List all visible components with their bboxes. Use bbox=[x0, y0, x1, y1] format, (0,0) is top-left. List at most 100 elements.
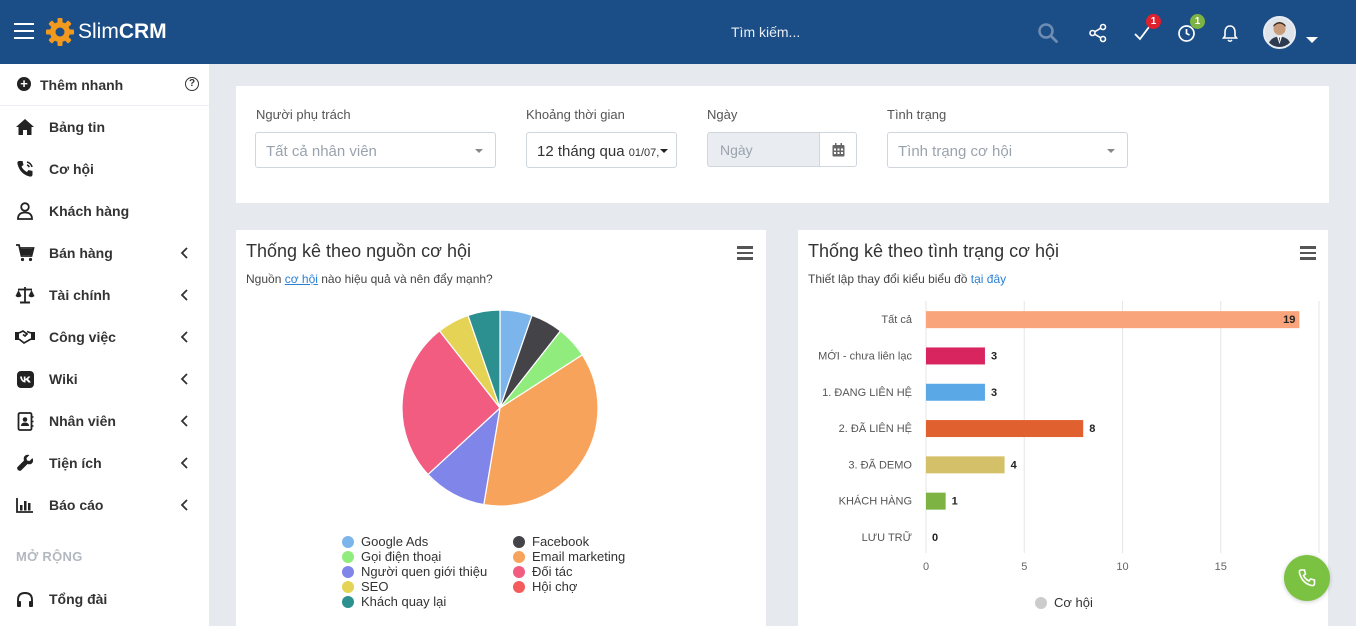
bar-value-label: 4 bbox=[1011, 459, 1018, 471]
status-select[interactable]: Tình trạng cơ hội bbox=[887, 132, 1128, 168]
pie-legend-item[interactable]: Hội chợ bbox=[513, 579, 577, 594]
date-filter-label: Ngày bbox=[707, 107, 738, 122]
bar[interactable] bbox=[926, 311, 1300, 329]
sidebar-item-opportunities[interactable]: Cơ hội bbox=[0, 148, 209, 190]
search-icon[interactable] bbox=[1037, 22, 1059, 44]
bar[interactable] bbox=[926, 347, 985, 365]
pie-legend-item[interactable]: Facebook bbox=[513, 534, 589, 549]
share-icon[interactable] bbox=[1087, 22, 1109, 44]
logo-text: SlimCRM bbox=[78, 20, 167, 43]
sidebar-item-staff[interactable]: Nhân viên bbox=[0, 400, 209, 442]
period-select[interactable]: 12 tháng qua 01/07, bbox=[526, 132, 677, 168]
filter-panel: Người phụ trách Tất cả nhân viên Khoảng … bbox=[236, 86, 1329, 203]
pie-legend-item[interactable]: Khách quay lại bbox=[342, 594, 446, 609]
bar[interactable] bbox=[926, 492, 946, 510]
calendar-icon bbox=[832, 142, 844, 156]
pie-legend-label: Hội chợ bbox=[532, 579, 578, 594]
x-tick-label: 15 bbox=[1215, 561, 1227, 573]
sidebar-item-label: Tiện ích bbox=[49, 455, 102, 471]
owner-select[interactable]: Tất cả nhân viên bbox=[255, 132, 496, 168]
pie-slice[interactable] bbox=[401, 330, 501, 476]
pie-legend-item[interactable]: Đối tác bbox=[513, 564, 572, 579]
timer-badge: 1 bbox=[1190, 14, 1205, 29]
pie-legend-item[interactable]: Gọi điện thoại bbox=[342, 549, 441, 564]
pie-legend-item[interactable]: Google Ads bbox=[342, 534, 428, 549]
wrench-icon bbox=[14, 453, 36, 473]
owner-filter-label: Người phụ trách bbox=[256, 107, 351, 122]
legend-dot bbox=[342, 565, 354, 578]
clock-icon[interactable]: 1 bbox=[1175, 14, 1205, 44]
bar[interactable] bbox=[926, 383, 985, 401]
scale-icon bbox=[14, 285, 36, 305]
status-filter-label: Tình trạng bbox=[887, 107, 947, 122]
x-tick-label: 10 bbox=[1116, 561, 1128, 573]
bar-value-label: 0 bbox=[932, 532, 938, 544]
bar-legend-item[interactable]: Cơ hội bbox=[1035, 595, 1093, 610]
y-category-label: MỚI - chưa liên lạc bbox=[818, 349, 912, 362]
source-chart-card: Thống kê theo nguồn cơ hội Nguồn cơ hội … bbox=[236, 230, 766, 626]
call-button[interactable] bbox=[1284, 555, 1330, 601]
status-chart-card: Thống kê theo tình trạng cơ hội Thiết lậ… bbox=[798, 230, 1328, 626]
sidebar-item-wiki[interactable]: Wiki bbox=[0, 358, 209, 400]
sidebar-item-reports[interactable]: Báo cáo bbox=[0, 484, 209, 526]
sidebar-item-finance[interactable]: Tài chính bbox=[0, 274, 209, 316]
y-category-label: 3. ĐÃ DEMO bbox=[848, 458, 912, 471]
sidebar-item-utilities[interactable]: Tiện ích bbox=[0, 442, 209, 484]
sidebar-item-dashboard[interactable]: Bảng tin bbox=[0, 106, 209, 148]
opportunity-link[interactable]: cơ hội bbox=[284, 272, 318, 286]
gear-logo-icon bbox=[46, 18, 74, 46]
legend-dot bbox=[513, 580, 525, 593]
change-chart-type-link[interactable]: tại đây bbox=[970, 272, 1007, 286]
bar[interactable] bbox=[926, 456, 1005, 474]
hamburger-menu-icon[interactable] bbox=[14, 23, 34, 41]
status-select-value: Tình trạng cơ hội bbox=[898, 143, 1013, 160]
pie-legend-item[interactable]: Người quen giới thiệu bbox=[342, 564, 487, 579]
date-input[interactable]: Ngày bbox=[707, 132, 820, 167]
chart-menu-icon[interactable] bbox=[1300, 246, 1316, 260]
help-icon[interactable]: ? bbox=[185, 77, 199, 91]
period-select-value: 12 tháng qua bbox=[537, 143, 625, 160]
top-bar: SlimCRM Tìm kiếm... 1 1 bbox=[0, 0, 1356, 64]
chart-menu-icon[interactable] bbox=[737, 246, 753, 260]
quick-add-button[interactable]: + Thêm nhanh ? bbox=[0, 64, 209, 106]
logo[interactable]: SlimCRM bbox=[44, 14, 167, 50]
pie-legend-item[interactable]: SEO bbox=[342, 579, 388, 594]
sidebar-item-customers[interactable]: Khách hàng bbox=[0, 190, 209, 232]
sidebar-item-call-center[interactable]: Tổng đài bbox=[0, 578, 209, 620]
search-input[interactable]: Tìm kiếm... bbox=[731, 24, 801, 40]
chevron-left-icon bbox=[180, 415, 188, 427]
user-avatar[interactable] bbox=[1263, 16, 1296, 49]
pie-slice[interactable] bbox=[483, 354, 599, 507]
y-category-label: 2. ĐÃ LIÊN HỆ bbox=[839, 422, 912, 435]
chevron-left-icon bbox=[180, 373, 188, 385]
sidebar-item-label: Công việc bbox=[49, 329, 116, 345]
pie-slice[interactable] bbox=[467, 309, 501, 409]
tasks-badge: 1 bbox=[1146, 14, 1161, 29]
bell-icon[interactable] bbox=[1219, 22, 1241, 44]
sidebar-item-label: Cơ hội bbox=[49, 161, 94, 177]
pie-legend-label: Google Ads bbox=[361, 534, 429, 549]
bar-legend-label: Cơ hội bbox=[1054, 595, 1093, 610]
pie-legend-item[interactable]: Email marketing bbox=[513, 549, 625, 564]
cart-icon bbox=[14, 243, 36, 263]
tasks-check-icon[interactable]: 1 bbox=[1131, 14, 1161, 44]
legend-dot bbox=[342, 535, 354, 548]
legend-dot bbox=[513, 535, 525, 548]
bar-value-label: 1 bbox=[952, 496, 958, 508]
user-icon bbox=[14, 201, 36, 221]
pie-legend-label: Email marketing bbox=[532, 549, 626, 564]
sidebar-item-tasks[interactable]: Công việc bbox=[0, 316, 209, 358]
plus-circle-icon: + bbox=[17, 77, 31, 91]
calendar-button[interactable] bbox=[819, 132, 857, 167]
legend-dot bbox=[513, 550, 525, 563]
status-chart-title: Thống kê theo tình trạng cơ hội bbox=[808, 241, 1059, 261]
vk-icon bbox=[14, 369, 36, 389]
bar[interactable] bbox=[926, 420, 1084, 438]
phone-icon bbox=[1298, 569, 1316, 587]
sidebar-item-sales[interactable]: Bán hàng bbox=[0, 232, 209, 274]
user-menu-caret-icon[interactable] bbox=[1306, 37, 1318, 43]
owner-select-value: Tất cả nhân viên bbox=[266, 143, 377, 160]
sidebar-item-label: Tài chính bbox=[49, 287, 111, 303]
bar-value-label: 3 bbox=[991, 387, 997, 399]
